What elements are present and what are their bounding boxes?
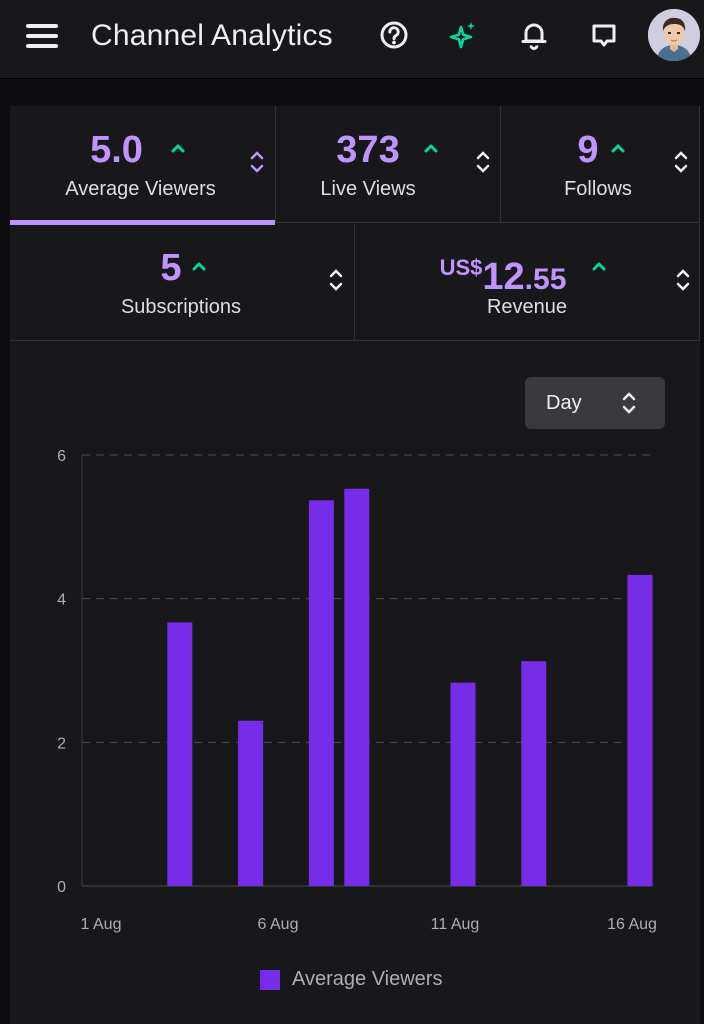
metric-average-viewers[interactable]: 5.0 Average Viewers <box>10 106 276 225</box>
chevron-updown-icon <box>622 392 636 414</box>
interval-dropdown-label: Day <box>546 392 582 414</box>
avatar[interactable] <box>648 9 700 61</box>
x-tick-label: 1 Aug <box>81 916 122 933</box>
follows-label: Follows <box>564 178 632 200</box>
average-viewers-label: Average Viewers <box>65 178 216 200</box>
follows-value: 9 <box>577 129 599 171</box>
sort-icon[interactable] <box>675 267 691 293</box>
revenue-currency: US$ <box>439 255 483 280</box>
subscriptions-value: 5 <box>160 247 182 289</box>
menu-icon[interactable] <box>26 24 58 48</box>
y-tick-label: 0 <box>57 879 66 896</box>
trend-up-icon <box>592 262 606 271</box>
x-tick-label: 11 Aug <box>431 916 480 933</box>
x-tick-label: 6 Aug <box>258 916 299 933</box>
metric-live-views[interactable]: 373 Live Views <box>276 106 501 223</box>
metric-follows[interactable]: 9 Follows <box>501 106 700 223</box>
trend-up-icon <box>611 144 625 153</box>
y-tick-label: 6 <box>57 448 66 465</box>
trend-up-icon <box>192 262 206 271</box>
bar-8-aug <box>344 488 370 886</box>
trend-up-icon <box>424 144 438 153</box>
revenue-whole: 12 <box>482 256 525 298</box>
average-viewers-chart: 0 2 4 6 1 Aug 6 Aug 11 Aug 16 Aug <box>57 448 657 933</box>
active-tab-indicator <box>10 220 275 225</box>
sort-icon[interactable] <box>673 149 689 175</box>
bar-13-aug <box>521 661 547 886</box>
interval-dropdown[interactable]: Day <box>525 377 665 429</box>
bar-11-aug <box>450 682 476 886</box>
top-bar: Channel Analytics <box>0 0 704 79</box>
sort-icon[interactable] <box>328 267 344 293</box>
bar-5-aug <box>238 720 264 886</box>
page-title: Channel Analytics <box>91 19 333 52</box>
revenue-label: Revenue <box>486 296 568 318</box>
bar-7-aug <box>308 500 334 886</box>
sparkle-icon[interactable] <box>446 18 480 52</box>
metric-subscriptions[interactable]: 5 Subscriptions <box>10 224 355 341</box>
bell-icon[interactable] <box>517 18 551 52</box>
average-viewers-value: 5.0 <box>90 129 143 171</box>
live-views-value: 373 <box>336 129 400 171</box>
bar-3-aug <box>167 622 193 886</box>
legend-swatch <box>260 970 280 990</box>
x-tick-label: 16 Aug <box>607 916 657 933</box>
legend-label: Average Viewers <box>292 968 443 990</box>
live-views-label: Live Views <box>320 178 416 200</box>
sort-icon[interactable] <box>249 149 265 175</box>
y-tick-label: 4 <box>57 592 66 609</box>
bar-16-aug <box>627 574 653 886</box>
sort-icon[interactable] <box>475 149 491 175</box>
subscriptions-label: Subscriptions <box>120 296 242 318</box>
trend-up-icon <box>171 144 185 153</box>
analytics-panel: 5.0 Average Viewers 373 Live Views 9 Fol… <box>10 106 700 1024</box>
revenue-fraction: .55 <box>524 263 567 296</box>
y-tick-label: 2 <box>57 735 66 752</box>
metric-revenue[interactable]: US$12.55 Revenue <box>355 224 700 341</box>
whispers-icon[interactable] <box>587 18 621 52</box>
help-icon[interactable] <box>377 18 411 52</box>
